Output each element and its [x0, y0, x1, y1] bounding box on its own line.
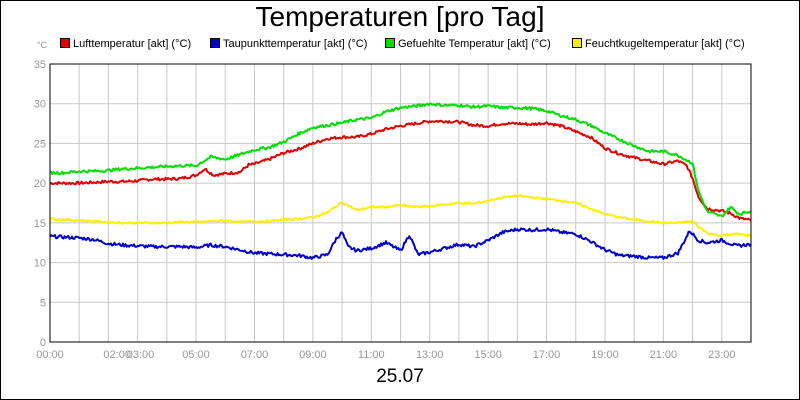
series-lines	[49, 102, 752, 260]
x-tick-label: 23:00	[708, 349, 736, 361]
x-tick-label: 09:00	[299, 349, 327, 361]
x-tick-label: 21:00	[650, 349, 678, 361]
legend-item-taupunkttemperatur: Taupunkttemperatur [akt] (°C)	[210, 38, 367, 50]
series-line-gefuehlte-temperatur	[49, 102, 752, 218]
series-line-taupunkttemperatur	[49, 227, 752, 260]
legend-item-gefuehlte-temperatur: Gefuehlte Temperatur [akt] (°C)	[385, 38, 551, 50]
y-tick-label: 5	[40, 297, 46, 309]
x-axis-date-label: 25.07	[376, 366, 424, 387]
legend-swatch-lufttemperatur	[60, 38, 70, 48]
x-tick-label: 11:00	[358, 349, 385, 361]
series-line-feuchtkugeltemperatur	[49, 194, 752, 238]
y-tick-label: 10	[34, 258, 46, 270]
x-tick-label: 13:00	[416, 349, 444, 361]
y-tick-label: 35	[34, 59, 46, 71]
y-tick-label: 20	[34, 178, 46, 190]
series-line-lufttemperatur	[49, 119, 752, 222]
grid	[49, 63, 752, 343]
x-tick-label: 07:00	[241, 349, 269, 361]
x-tick-label: 15:00	[474, 349, 502, 361]
legend-item-lufttemperatur: Lufttemperatur [akt] (°C)	[60, 38, 191, 50]
legend-swatch-feuchtkugeltemperatur	[572, 38, 582, 48]
x-tick-label: 03:00	[127, 349, 155, 361]
y-tick-label: 25	[34, 138, 46, 150]
x-tick-label: 19:00	[591, 349, 619, 361]
legend-label-taupunkttemperatur: Taupunkttemperatur [akt] (°C)	[223, 38, 368, 50]
x-tick-label: 02:00	[103, 349, 131, 361]
legend-label-gefuehlte-temperatur: Gefuehlte Temperatur [akt] (°C)	[398, 38, 551, 50]
chart-title: Temperaturen [pro Tag]	[255, 1, 545, 32]
y-axis-unit: °C	[37, 40, 48, 50]
x-tick-label: 17:00	[533, 349, 561, 361]
plot-border	[49, 63, 752, 343]
y-tick-label: 15	[34, 218, 46, 230]
x-tick-label: 05:00	[182, 349, 210, 361]
legend-label-lufttemperatur: Lufttemperatur [akt] (°C)	[73, 38, 192, 50]
legend-label-feuchtkugeltemperatur: Feuchtkugeltemperatur [akt] (°C)	[585, 38, 745, 50]
legend-item-feuchtkugeltemperatur: Feuchtkugeltemperatur [akt] (°C)	[572, 38, 745, 50]
legend-swatch-taupunkttemperatur	[210, 38, 220, 48]
y-tick-label: 0	[40, 337, 46, 349]
legend-swatch-gefuehlte-temperatur	[385, 38, 395, 48]
x-tick-label: 00:00	[36, 349, 64, 361]
y-tick-label: 30	[34, 99, 46, 111]
